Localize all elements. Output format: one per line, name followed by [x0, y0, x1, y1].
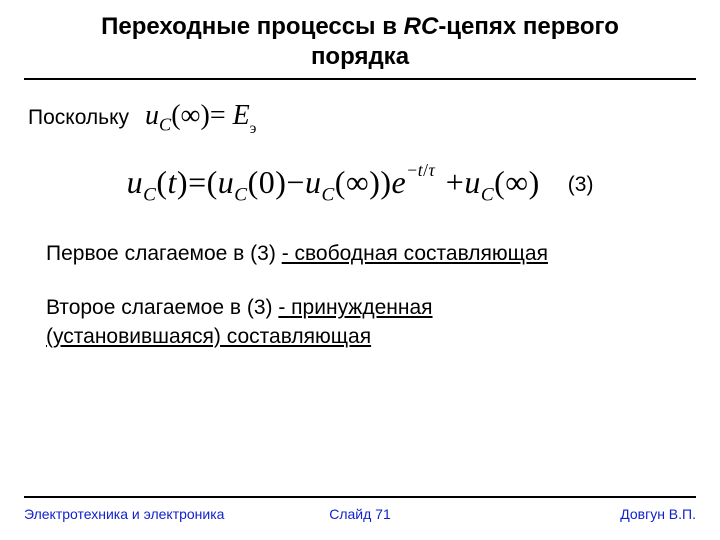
p2-underline-2: (установившаяся) составляющая [46, 325, 371, 348]
m-o3: ( [248, 164, 259, 200]
eq-equals: = [210, 100, 226, 131]
m-inf1: ∞ [346, 164, 369, 200]
title-rc: RC [404, 13, 439, 40]
since-row: Поскольку uC(∞)= Eэ [24, 100, 696, 136]
slide-footer: Электротехника и электроника Слайд 71 До… [24, 496, 696, 522]
equation-main: uC(t)=(uC(0)−uC(∞))e−t/τ +uC(∞) [127, 164, 540, 206]
m-o4: ( [335, 164, 346, 200]
paragraph-2: Второе слагаемое в (3) - принужденная (у… [24, 294, 696, 351]
m-inf2: ∞ [505, 164, 528, 200]
m-u2: u [218, 164, 235, 200]
title-line-2: порядка [311, 43, 409, 70]
eq-close: ) [200, 100, 209, 131]
eq-open: ( [171, 100, 180, 131]
paragraph-1: Первое слагаемое в (3) - свободная соста… [24, 240, 696, 268]
equation-number: (3) [568, 173, 594, 197]
m-e: e [392, 164, 407, 200]
eq-E: E [233, 100, 250, 131]
eq-u: u [145, 100, 159, 131]
title-part-1: Переходные процессы в [101, 13, 404, 40]
p1-text: Первое слагаемое в (3) [46, 242, 282, 265]
eq-E-sub: э [250, 120, 257, 137]
m-cl4: ) [369, 164, 380, 200]
m-cl5: ) [529, 164, 540, 200]
m-minus: − [286, 164, 305, 200]
slide-body: Поскольку uC(∞)= Eэ uC(t)=(uC(0)−uC(∞))e… [24, 80, 696, 540]
m-cl2: ) [380, 164, 391, 200]
m-u1: u [127, 164, 144, 200]
m-c3: C [321, 184, 334, 205]
footer-right: Довгун В.П. [620, 506, 696, 522]
m-c1: C [143, 184, 156, 205]
footer-left: Электротехника и электроника [24, 506, 224, 522]
title-part-2: -цепях первого [438, 13, 619, 40]
m-o5: ( [494, 164, 505, 200]
p1-underline: - свободная составляющая [282, 242, 548, 265]
p2-text: Второе слагаемое в (3) [46, 296, 278, 319]
m-c4: C [481, 184, 494, 205]
equation-row: uC(t)=(uC(0)−uC(∞))e−t/τ +uC(∞) (3) [24, 164, 696, 206]
m-u3: u [305, 164, 322, 200]
m-cl3: ) [275, 164, 286, 200]
p2-underline-1: - принужденная [278, 296, 432, 319]
m-o1: ( [156, 164, 167, 200]
m-exp-minus: − [407, 160, 417, 180]
m-exp: −t/τ [407, 160, 435, 180]
since-label: Поскольку [28, 106, 129, 130]
m-plus: + [446, 164, 465, 200]
slide-title: Переходные процессы в RC-цепях первого п… [24, 12, 696, 80]
m-cl1: ) [177, 164, 188, 200]
m-zero: 0 [259, 164, 276, 200]
m-c2: C [234, 184, 247, 205]
eq-sub-c: C [159, 115, 171, 135]
m-eq: = [188, 164, 207, 200]
m-u4: u [464, 164, 481, 200]
m-exp-tau: τ [428, 160, 435, 180]
m-t: t [168, 164, 177, 200]
eq-inf: ∞ [181, 100, 201, 131]
equation-inline: uC(∞)= Eэ [145, 100, 256, 136]
m-o2: ( [207, 164, 218, 200]
